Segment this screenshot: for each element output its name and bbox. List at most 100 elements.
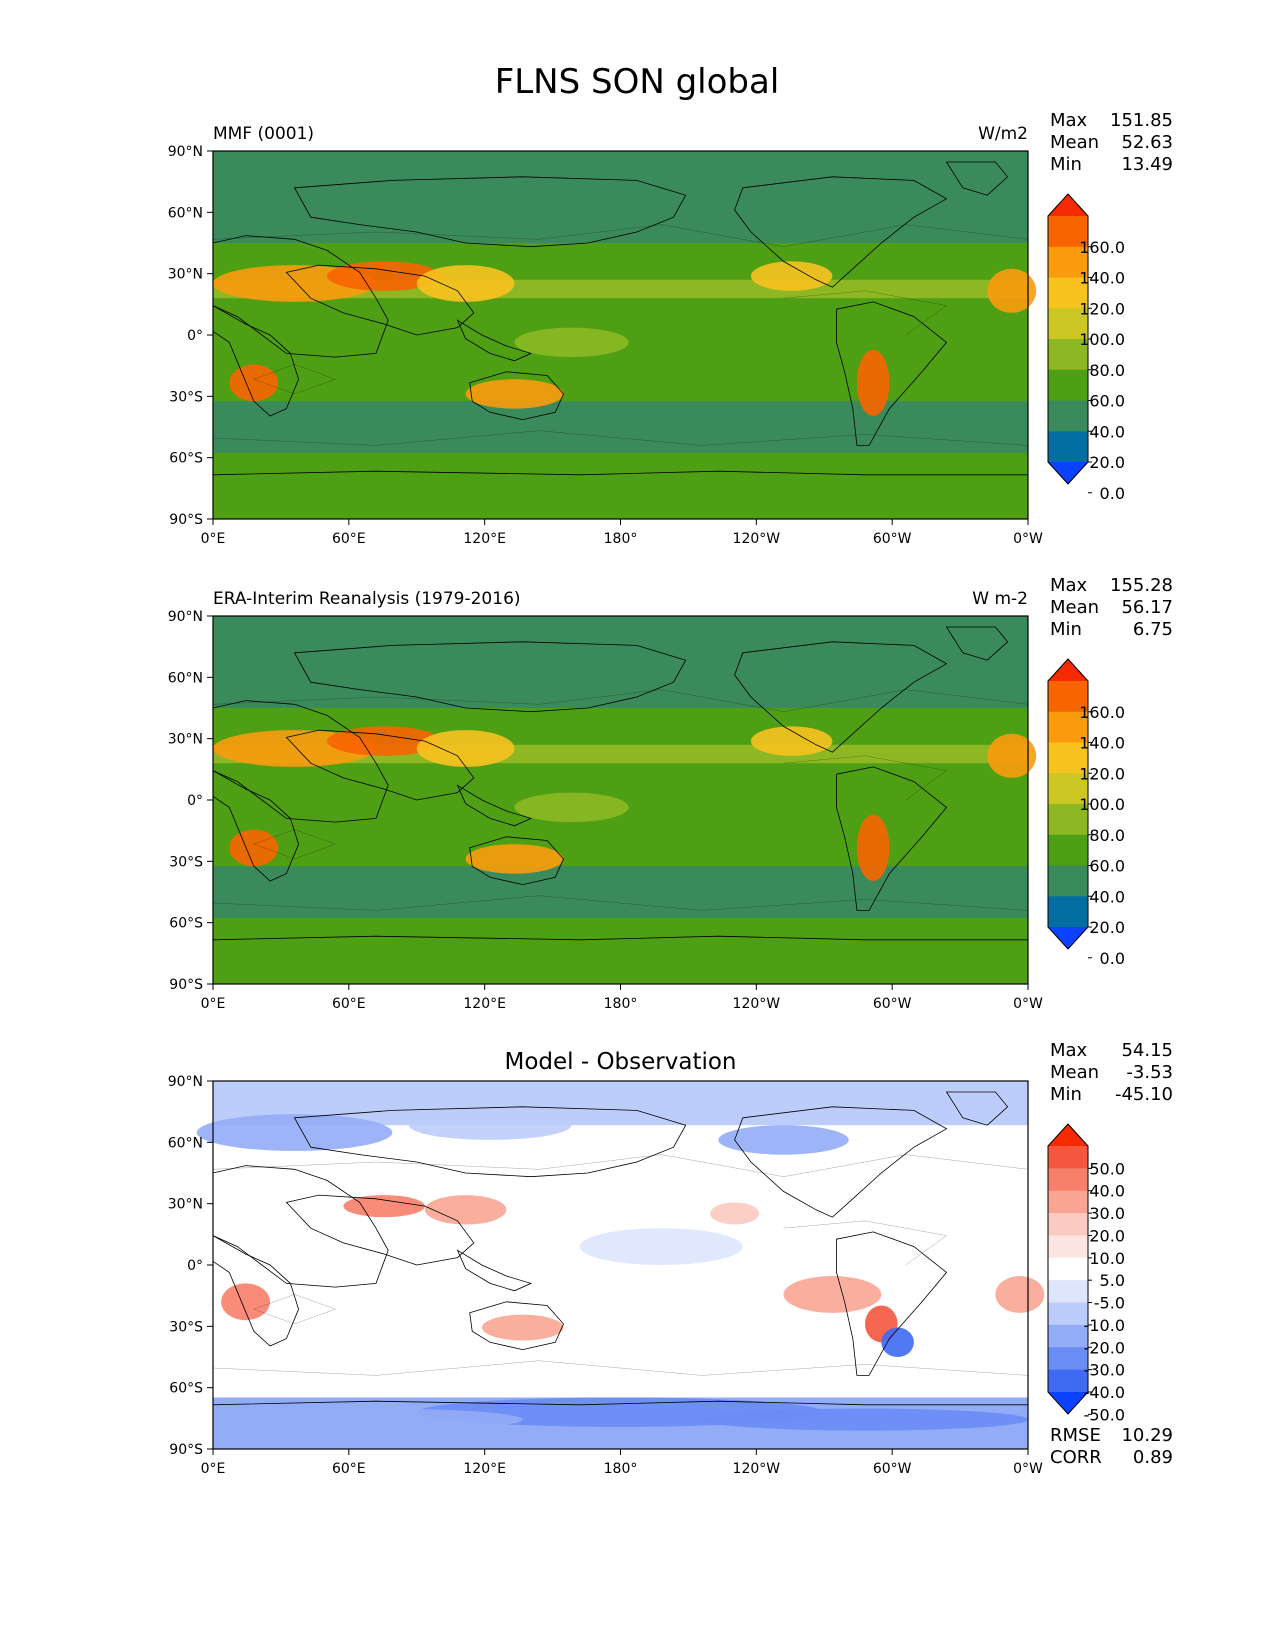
contour-patch bbox=[702, 1408, 1028, 1431]
colorbar-outline bbox=[1047, 193, 1089, 485]
colorbar-segment bbox=[1048, 1280, 1088, 1304]
coastline bbox=[293, 176, 687, 248]
stat-label-max: Max bbox=[1050, 110, 1088, 131]
panel-left-title: MMF (0001) bbox=[213, 124, 314, 144]
colorbar-segment bbox=[1048, 431, 1088, 463]
lat-tick-label: 30°N bbox=[168, 732, 203, 748]
colorbar-segment bbox=[1048, 400, 1088, 432]
lat-tick-label: 30°S bbox=[169, 854, 203, 870]
lat-tick-label: 0° bbox=[187, 1258, 203, 1274]
colorbar-label: 80.0 bbox=[1089, 826, 1125, 845]
coastline bbox=[734, 1106, 948, 1218]
coastline bbox=[285, 729, 475, 801]
coastline bbox=[293, 641, 687, 713]
coastline bbox=[212, 1165, 389, 1288]
contour-patch bbox=[995, 1276, 1045, 1313]
field-contours bbox=[196, 1110, 1045, 1431]
lon-tick-label: 120°W bbox=[733, 1461, 781, 1477]
coastlines bbox=[212, 161, 1029, 520]
lat-tick-label: 90°N bbox=[168, 609, 203, 625]
colorbar-outline bbox=[1047, 1123, 1089, 1415]
colorbar-extend-min bbox=[1048, 927, 1088, 949]
lat-tick-label: 30°S bbox=[169, 389, 203, 405]
stat-label-max: Max bbox=[1050, 1040, 1088, 1061]
coastline bbox=[734, 176, 948, 288]
colorbar-segment bbox=[1048, 865, 1088, 897]
colorbar-label: 20.0 bbox=[1089, 453, 1125, 472]
contour-patch bbox=[514, 792, 629, 823]
contour-patch bbox=[987, 268, 1037, 313]
colorbar-label: 40.0 bbox=[1089, 1182, 1125, 1201]
colorbar-label: 5.0 bbox=[1100, 1271, 1125, 1290]
lon-tick-label: 120°W bbox=[733, 531, 781, 547]
contour-patch bbox=[571, 643, 670, 662]
colorbar-label: -40.0 bbox=[1084, 1383, 1125, 1402]
colorbar-label: 0.0 bbox=[1100, 949, 1125, 968]
contour-patch bbox=[710, 1202, 760, 1225]
lat-tick-label: 0° bbox=[187, 328, 203, 344]
coastline bbox=[469, 1301, 564, 1351]
lon-tick-label: 0°E bbox=[201, 1461, 226, 1477]
contour-patch bbox=[416, 265, 515, 302]
stat-label-mean: Mean bbox=[1050, 132, 1099, 153]
lon-tick-label: 120°E bbox=[463, 1461, 506, 1477]
colorbar-label: 100.0 bbox=[1079, 330, 1125, 349]
colorbar-segment bbox=[1048, 1347, 1088, 1371]
coastline bbox=[285, 264, 475, 336]
colorbar-segment bbox=[1048, 308, 1088, 340]
contour-line bbox=[212, 1360, 1029, 1376]
colorbar-label: 160.0 bbox=[1079, 238, 1125, 257]
coastline bbox=[469, 836, 564, 886]
lon-tick-label: 60°E bbox=[332, 996, 366, 1012]
colorbar-segment bbox=[1048, 1213, 1088, 1236]
colorbar-segment bbox=[1048, 1324, 1088, 1348]
contour-line bbox=[783, 290, 948, 336]
contour-patch bbox=[229, 1408, 523, 1431]
stat-label-min: Min bbox=[1050, 619, 1082, 640]
contour-patch bbox=[522, 456, 670, 479]
colorbar-label: 100.0 bbox=[1079, 795, 1125, 814]
lat-tick-label: 90°S bbox=[169, 977, 203, 993]
lat-tick-label: 90°N bbox=[168, 1074, 203, 1090]
coastline bbox=[836, 766, 948, 911]
contour-patch bbox=[571, 178, 670, 197]
contour-line bbox=[253, 829, 337, 860]
contour-patch bbox=[416, 730, 515, 767]
contour-patch bbox=[987, 733, 1037, 778]
coastline bbox=[734, 641, 948, 753]
contour-patch bbox=[881, 1327, 914, 1357]
contour-patch bbox=[465, 379, 564, 409]
panel-left-title: ERA-Interim Reanalysis (1979-2016) bbox=[213, 589, 521, 609]
lat-tick-label: 30°N bbox=[168, 1197, 203, 1213]
coastlines bbox=[212, 626, 1029, 985]
contour-line bbox=[212, 224, 1029, 247]
contour-patch bbox=[481, 1314, 564, 1341]
lat-tick-label: 90°N bbox=[168, 144, 203, 160]
contour-line bbox=[212, 895, 1029, 911]
contour-line bbox=[212, 430, 1029, 446]
colorbar-label: 30.0 bbox=[1089, 1204, 1125, 1223]
colorbar-segment bbox=[1048, 1168, 1088, 1192]
coastline bbox=[469, 371, 564, 421]
lat-tick-label: 60°S bbox=[169, 916, 203, 932]
colorbar-label: -30.0 bbox=[1084, 1361, 1125, 1380]
stat-value-mean: -3.53 bbox=[1126, 1062, 1173, 1083]
colorbar-segment bbox=[1048, 277, 1088, 309]
field-contours bbox=[213, 178, 1037, 479]
colorbar-label: -10.0 bbox=[1084, 1316, 1125, 1335]
coastline bbox=[456, 1249, 533, 1292]
contour-patch bbox=[856, 814, 890, 881]
coastline bbox=[212, 1234, 300, 1347]
colorbar: 50.0 40.0 30.0 20.0 10.0 5.0 -5.0 -10.0 -20.0 -30… bbox=[1047, 1123, 1125, 1424]
contour-line bbox=[212, 1154, 1029, 1177]
colorbar-outline bbox=[1047, 658, 1089, 950]
contour-line bbox=[253, 364, 337, 395]
lon-tick-label: 0°W bbox=[1013, 1461, 1043, 1477]
stat-label-min: Min bbox=[1050, 154, 1082, 175]
field-band-south bbox=[213, 401, 1028, 453]
colorbar-segment bbox=[1048, 1302, 1088, 1326]
field-contours bbox=[213, 643, 1037, 944]
colorbar-label: -50.0 bbox=[1084, 1405, 1125, 1424]
colorbar-segment bbox=[1048, 369, 1088, 401]
